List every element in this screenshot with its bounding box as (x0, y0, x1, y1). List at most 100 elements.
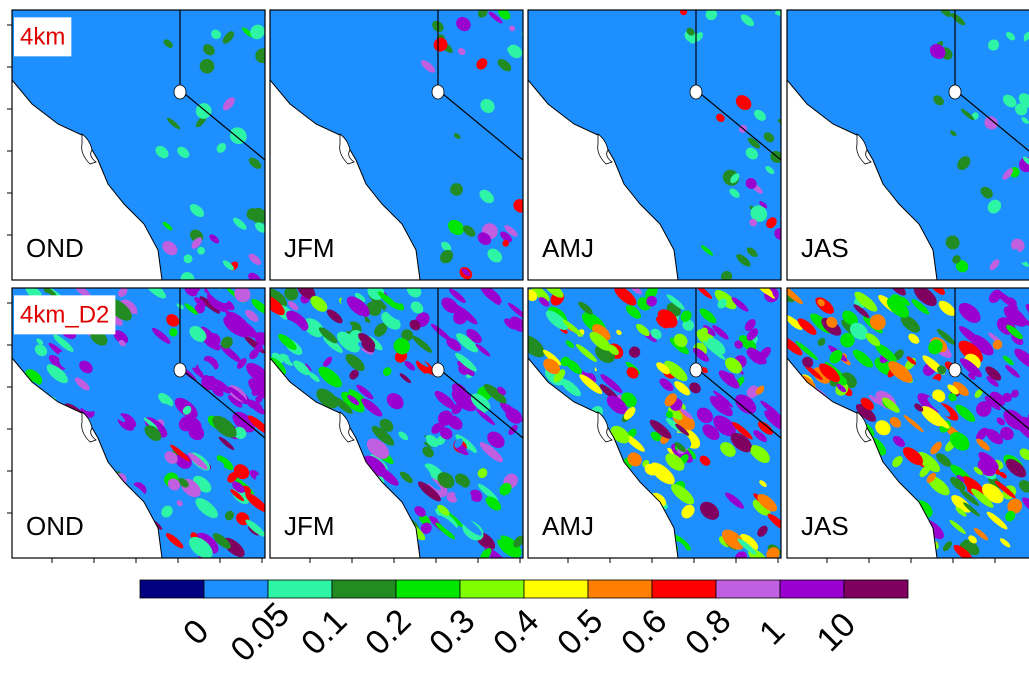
lake (689, 362, 703, 378)
field-patch (162, 240, 178, 256)
field-patch (457, 360, 475, 376)
field-patch (251, 386, 261, 396)
field-patch (151, 341, 175, 362)
field-patch (54, 469, 69, 484)
field-patch (763, 132, 775, 143)
field-patch (984, 116, 998, 130)
field-patch (792, 483, 815, 503)
field-patch (531, 455, 542, 465)
field-patch (448, 219, 464, 236)
field-patch (926, 472, 936, 483)
panel-label-box (278, 225, 368, 271)
field-patch (757, 421, 774, 435)
field-patch (716, 52, 732, 68)
field-patch (245, 309, 259, 322)
coastline (528, 357, 679, 558)
field-patch (504, 408, 513, 416)
row-label-box (14, 295, 116, 335)
field-patch (542, 288, 564, 298)
field-patch (422, 446, 434, 458)
field-patch (270, 391, 283, 406)
field-patch (228, 386, 248, 404)
field-patch (681, 504, 695, 519)
field-patch (959, 326, 982, 346)
field-patch (1006, 31, 1016, 41)
field-patch (459, 516, 483, 536)
field-patch (314, 448, 326, 461)
field-patch (939, 10, 952, 17)
field-patch (640, 489, 646, 495)
field-patch (550, 433, 565, 448)
field-patch (862, 469, 883, 487)
field-patch (787, 336, 803, 356)
field-patch (910, 308, 924, 319)
field-patch (720, 442, 736, 457)
field-patch (436, 515, 460, 535)
field-patch (497, 386, 507, 395)
field-patch (854, 291, 878, 312)
field-patch (865, 333, 881, 347)
field-patch (932, 259, 949, 275)
field-patch (200, 326, 214, 338)
lake (173, 362, 187, 378)
field-patch (233, 217, 247, 230)
field-patch (77, 476, 95, 492)
field-patch (41, 413, 52, 422)
field-patch (92, 366, 108, 380)
field-patch (561, 379, 581, 397)
colorbar-swatch (523, 579, 589, 599)
field-patch (766, 217, 777, 229)
field-patch (746, 349, 764, 365)
field-patch (437, 472, 455, 489)
field-patch (920, 406, 944, 427)
field-patch (487, 431, 505, 449)
field-patch (255, 222, 265, 233)
field-patch (994, 289, 1018, 310)
field-patch (197, 246, 205, 255)
field-patch (754, 109, 766, 121)
field-patch (968, 535, 977, 544)
field-patch (917, 393, 940, 414)
field-patch (31, 446, 50, 463)
field-patch (12, 432, 23, 444)
field-patch (530, 386, 537, 393)
field-patch (528, 392, 544, 411)
field-patch (297, 288, 316, 299)
panel-border (786, 287, 1029, 559)
field-patch (724, 357, 743, 374)
field-patch (424, 373, 444, 390)
field-patch (504, 225, 518, 237)
field-patch (212, 415, 237, 438)
field-patch (945, 28, 957, 40)
field-patch (240, 540, 262, 558)
field-patch (555, 431, 568, 445)
field-patch (216, 455, 234, 471)
field-patch (613, 480, 633, 498)
field-patch (34, 344, 48, 357)
field-patch (420, 522, 432, 534)
row-label-box (14, 17, 72, 57)
field-patch (938, 300, 956, 316)
field-patch (685, 230, 695, 240)
field-patch (162, 121, 178, 134)
field-patch (385, 288, 405, 304)
field-patch (888, 361, 913, 383)
field-patch (699, 501, 720, 520)
field-patch (399, 373, 412, 384)
field-patch (903, 414, 924, 433)
field-patch (713, 390, 734, 408)
field-patch (664, 360, 688, 382)
field-patch (361, 398, 383, 417)
field-patch (531, 288, 550, 302)
field-patch (85, 455, 106, 473)
field-patch (394, 546, 413, 558)
field-patch (280, 412, 302, 430)
field-patch (365, 488, 377, 499)
colorbar-swatch (715, 579, 781, 599)
field-patch (911, 299, 930, 315)
field-patch (889, 416, 902, 428)
field-patch (163, 39, 173, 48)
field-patch (469, 489, 483, 502)
field-patch (184, 303, 198, 315)
lake (948, 362, 962, 378)
